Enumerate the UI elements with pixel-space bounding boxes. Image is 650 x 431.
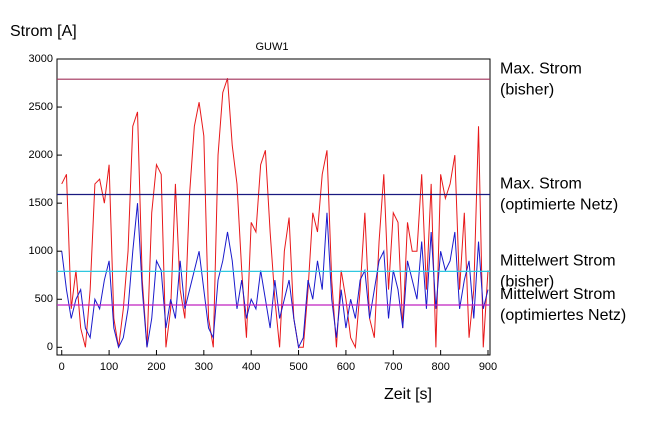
- series-line: [61, 203, 489, 349]
- x-tick-label: 300: [195, 361, 213, 373]
- x-tick-label: 0: [59, 361, 65, 373]
- y-tick-label: 3000: [29, 53, 53, 65]
- y-axis-label: Strom [A]: [10, 23, 77, 40]
- plot-area: [56, 58, 491, 356]
- x-tick-label: 800: [431, 361, 449, 373]
- annotation: (optimiertes Netz): [500, 307, 626, 324]
- series-line: [61, 78, 489, 350]
- annotation: (bisher): [500, 274, 554, 291]
- y-tick-label: 0: [47, 341, 53, 353]
- y-tick-label: 500: [35, 293, 53, 305]
- annotation: Max. Strom: [500, 60, 582, 77]
- x-tick-label: 500: [289, 361, 307, 373]
- x-tick-label: 200: [147, 361, 165, 373]
- x-tick-label: 600: [337, 361, 355, 373]
- x-tick-label: 100: [100, 361, 118, 373]
- annotation: Mittelwert Strom: [500, 253, 616, 270]
- y-tick-label: 1000: [29, 245, 53, 257]
- x-tick-label: 700: [384, 361, 402, 373]
- y-tick-label: 1500: [29, 197, 53, 209]
- annotation: (bisher): [500, 81, 554, 98]
- annotation: Max. Strom: [500, 176, 582, 193]
- y-tick-label: 2500: [29, 101, 53, 113]
- x-tick-label: 400: [242, 361, 260, 373]
- annotation: (optimierte Netz): [500, 197, 618, 214]
- x-axis-label: Zeit [s]: [384, 386, 432, 403]
- y-tick-label: 2000: [29, 149, 53, 161]
- annotation: Mittelwert Strom: [500, 286, 616, 303]
- x-tick-label: 900: [479, 361, 497, 373]
- chart-title: GUW1: [256, 41, 289, 53]
